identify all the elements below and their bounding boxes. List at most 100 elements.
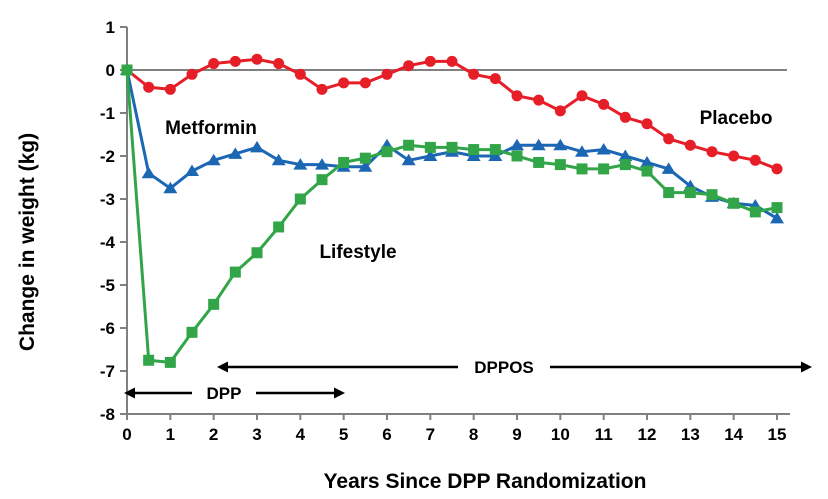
placebo-marker [771,163,783,175]
series-label-lifestyle: Lifestyle [319,242,396,263]
metformin-marker [141,166,156,179]
lifestyle-marker [316,174,328,186]
x-tick-label: 3 [252,425,261,444]
placebo-marker [208,58,220,70]
y-tick-label: -5 [100,276,115,295]
metformin-marker [206,153,221,166]
x-tick-label: 0 [122,425,131,444]
x-tick-label: 14 [724,425,743,444]
x-tick-label: 13 [681,425,700,444]
arrow-head-left [217,361,228,373]
lifestyle-marker [186,326,198,338]
lifestyle-marker [771,202,783,214]
lifestyle-marker [728,197,740,209]
y-tick-label: -8 [100,405,115,424]
lifestyle-marker [489,144,501,156]
lifestyle-marker [164,356,176,368]
lifestyle-marker [468,144,480,156]
lifestyle-marker [749,206,761,218]
placebo-marker [186,68,198,80]
y-tick-label: 1 [106,18,115,37]
placebo-marker [663,133,675,145]
metformin-marker [185,164,199,177]
lifestyle-marker [359,152,371,164]
y-tick-label: -1 [100,104,115,123]
lifestyle-marker [273,221,285,233]
annotation-arrows: DPP DPPOS [124,358,812,403]
metformin-marker [770,211,784,224]
lifestyle-marker [121,64,133,76]
x-tick-label: 4 [296,425,306,444]
placebo-marker [641,118,653,130]
lifestyle-marker [251,247,263,259]
lifestyle-marker [381,146,393,158]
series-label-metformin: Metformin [165,118,257,139]
metformin-marker [575,145,589,157]
placebo-marker [684,139,696,151]
x-tick-label: 9 [512,425,521,444]
placebo-marker [706,146,718,158]
x-axis-title: Years Since DPP Randomization [324,470,647,493]
lifestyle-line [125,68,779,364]
placebo-marker [424,55,436,67]
lifestyle-marker [706,189,718,201]
lifestyle-marker [684,187,696,199]
metformin-marker [510,138,524,151]
placebo-marker [554,105,566,117]
lifestyle-marker [424,141,436,153]
x-tick-label: 2 [209,425,218,444]
lifestyle-marker [294,193,306,205]
annotation-label: DPPOS [474,358,534,377]
annotation-label: DPP [207,384,242,403]
metformin-marker [271,153,286,166]
placebo-marker [381,68,393,80]
placebo-marker [273,58,285,70]
x-tick-label: 12 [638,425,657,444]
y-tick-label: -7 [100,362,115,381]
placebo-marker [489,73,501,85]
x-tick-label: 1 [166,425,175,444]
metformin-marker [401,153,416,166]
x-tick-label: 7 [426,425,435,444]
arrow-head-left [124,387,135,399]
placebo-marker [294,68,306,80]
placebo-marker [251,53,263,65]
placebo-marker [468,68,480,80]
placebo-marker [749,154,761,166]
placebo-marker [316,83,328,95]
placebo-marker [229,55,241,67]
y-tick-label: -4 [100,233,116,252]
y-tick-label: -2 [100,147,115,166]
lifestyle-marker [554,159,566,171]
metformin-marker [163,181,178,194]
lifestyle-marker [641,165,653,177]
placebo-marker [164,83,176,95]
metformin-marker [293,158,308,170]
metformin-marker [640,155,654,168]
lifestyle-marker [511,150,523,162]
series-label-placebo: Placebo [700,108,773,129]
x-tick-label: 10 [551,425,570,444]
lifestyle-marker [446,141,458,153]
x-tick-label: 5 [339,425,348,444]
data-series [120,53,784,368]
lifestyle-marker [533,156,545,168]
metformin-marker [315,158,329,170]
placebo-marker [619,111,631,123]
placebo-marker [728,150,740,162]
metformin-marker [618,149,633,161]
metformin-marker [596,143,611,155]
metformin-marker [553,138,568,151]
metformin-marker [531,138,546,151]
x-tick-label: 6 [382,425,391,444]
lifestyle-marker [403,139,415,151]
y-tick-label: -3 [100,190,115,209]
axes: 10-1-2-3-4-5-6-7-80 1 2 3 4 5 6 7 8 9 10 11 12 13 14 15 [100,18,790,444]
metformin-marker [358,160,373,172]
y-tick-label: -6 [100,319,115,338]
placebo-marker [359,77,371,89]
placebo-marker [446,55,458,67]
placebo-marker [511,90,523,102]
